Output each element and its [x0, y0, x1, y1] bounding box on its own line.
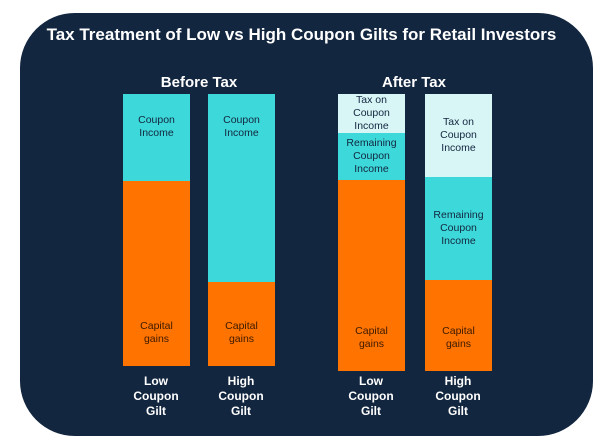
group-title-after-tax: After Tax	[382, 74, 446, 91]
bar-segment-capital-gains: Capital gains	[425, 279, 492, 371]
bar-segment-coupon-income: Remaining Coupon Income	[425, 177, 492, 280]
bar-segment-capital-gains: Capital gains	[123, 181, 190, 366]
bar-segment-coupon-income: Remaining Coupon Income	[338, 132, 405, 180]
segment-label: Remaining Coupon Income	[346, 136, 397, 175]
segment-label: Coupon Income	[223, 114, 260, 139]
segment-label: Tax on Coupon Income	[440, 116, 477, 155]
bar-label: Low Coupon Gilt	[133, 374, 179, 418]
stacked-bar: Coupon Income Capital gains	[123, 94, 190, 366]
bar-segment-tax: Tax on Coupon Income	[425, 94, 492, 178]
bar-segment-tax: Tax on Coupon Income	[338, 94, 405, 133]
bar-segment-coupon-income: Coupon Income	[208, 94, 275, 282]
segment-label: Capital gains	[355, 324, 388, 350]
stacked-bar: Tax on Coupon Income Remaining Coupon Inc…	[338, 94, 405, 371]
bar-label: High Coupon Gilt	[218, 374, 264, 418]
segment-label: Capital gains	[140, 319, 173, 345]
segment-label: Capital gains	[442, 324, 475, 350]
bar-segment-capital-gains: Capital gains	[208, 281, 275, 366]
bar-label: Low Coupon Gilt	[348, 374, 394, 418]
bar-segment-capital-gains: Capital gains	[338, 179, 405, 371]
diagram-title: Tax Treatment of Low vs High Coupon Gilt…	[46, 25, 557, 44]
stacked-bar: Coupon Income Capital gains	[208, 94, 275, 366]
diagram-panel	[20, 13, 593, 436]
group-title-before-tax: Before Tax	[160, 74, 238, 91]
segment-label: Remaining Coupon Income	[433, 208, 484, 247]
stacked-bar: Tax on Coupon Income Remaining Coupon Inc…	[425, 94, 492, 371]
segment-label: Capital gains	[225, 319, 258, 345]
bar-label: High Coupon Gilt	[435, 374, 481, 418]
segment-label: Coupon Income	[138, 114, 175, 139]
segment-label: Tax on Coupon Income	[353, 93, 390, 132]
bar-segment-coupon-income: Coupon Income	[123, 94, 190, 182]
